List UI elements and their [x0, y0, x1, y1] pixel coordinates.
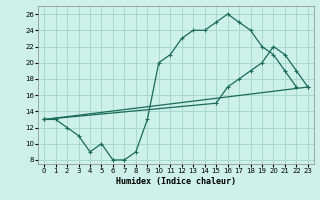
X-axis label: Humidex (Indice chaleur): Humidex (Indice chaleur) [116, 177, 236, 186]
